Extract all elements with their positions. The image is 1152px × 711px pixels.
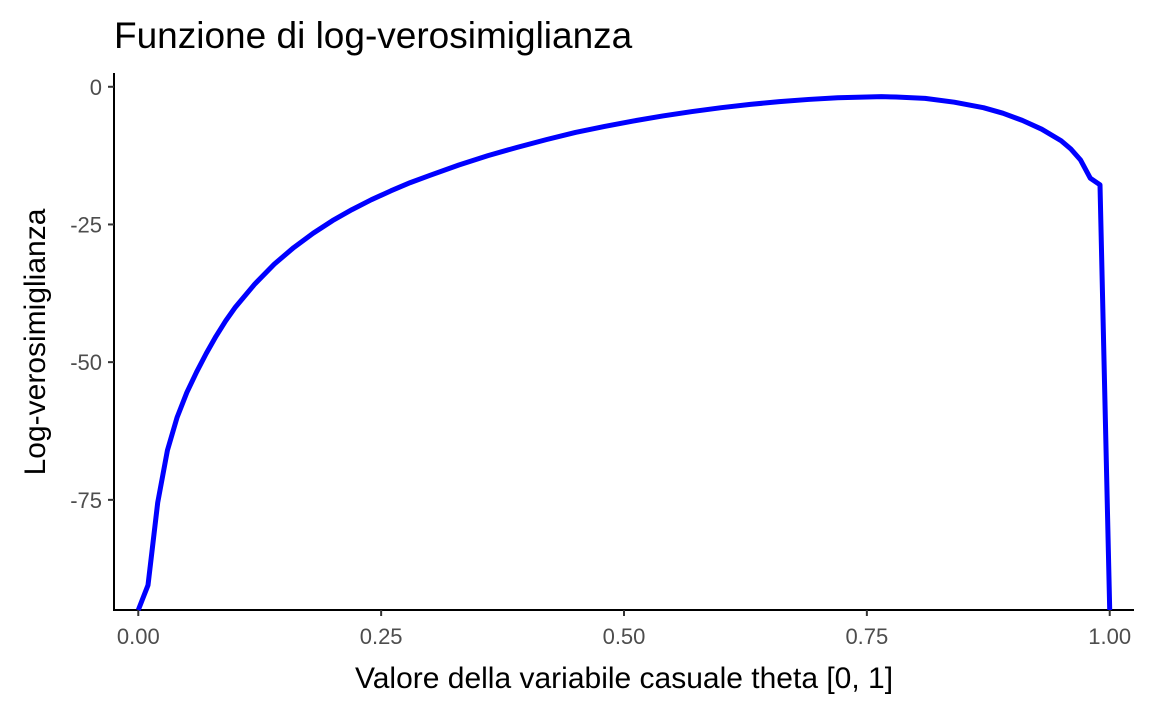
- plot-panel: 0 -25 -50 -75 0.00 0.25 0.50 0.75 1.00: [70, 73, 1134, 649]
- y-axis-title: Log-verosimiglianza: [19, 208, 52, 475]
- y-tick-label: 0: [90, 75, 102, 100]
- x-tick-label: 0.00: [117, 624, 160, 649]
- series-layer: [135, 94, 1113, 611]
- x-axis-title: Valore della variabile casuale theta [0,…: [355, 662, 893, 695]
- x-tick-label: 1.00: [1088, 624, 1131, 649]
- y-tick-label: -75: [70, 488, 102, 513]
- x-tick-label: 0.25: [360, 624, 403, 649]
- series-line-0: [135, 94, 1113, 611]
- y-axis-ticks: 0 -25 -50 -75: [70, 75, 114, 513]
- y-tick-label: -50: [70, 350, 102, 375]
- y-tick-label: -25: [70, 212, 102, 237]
- x-tick-label: 0.75: [845, 624, 888, 649]
- x-tick-label: 0.50: [603, 624, 646, 649]
- chart-title: Funzione di log-verosimiglianza: [114, 15, 633, 56]
- x-axis-ticks: 0.00 0.25 0.50 0.75 1.00: [117, 610, 1131, 649]
